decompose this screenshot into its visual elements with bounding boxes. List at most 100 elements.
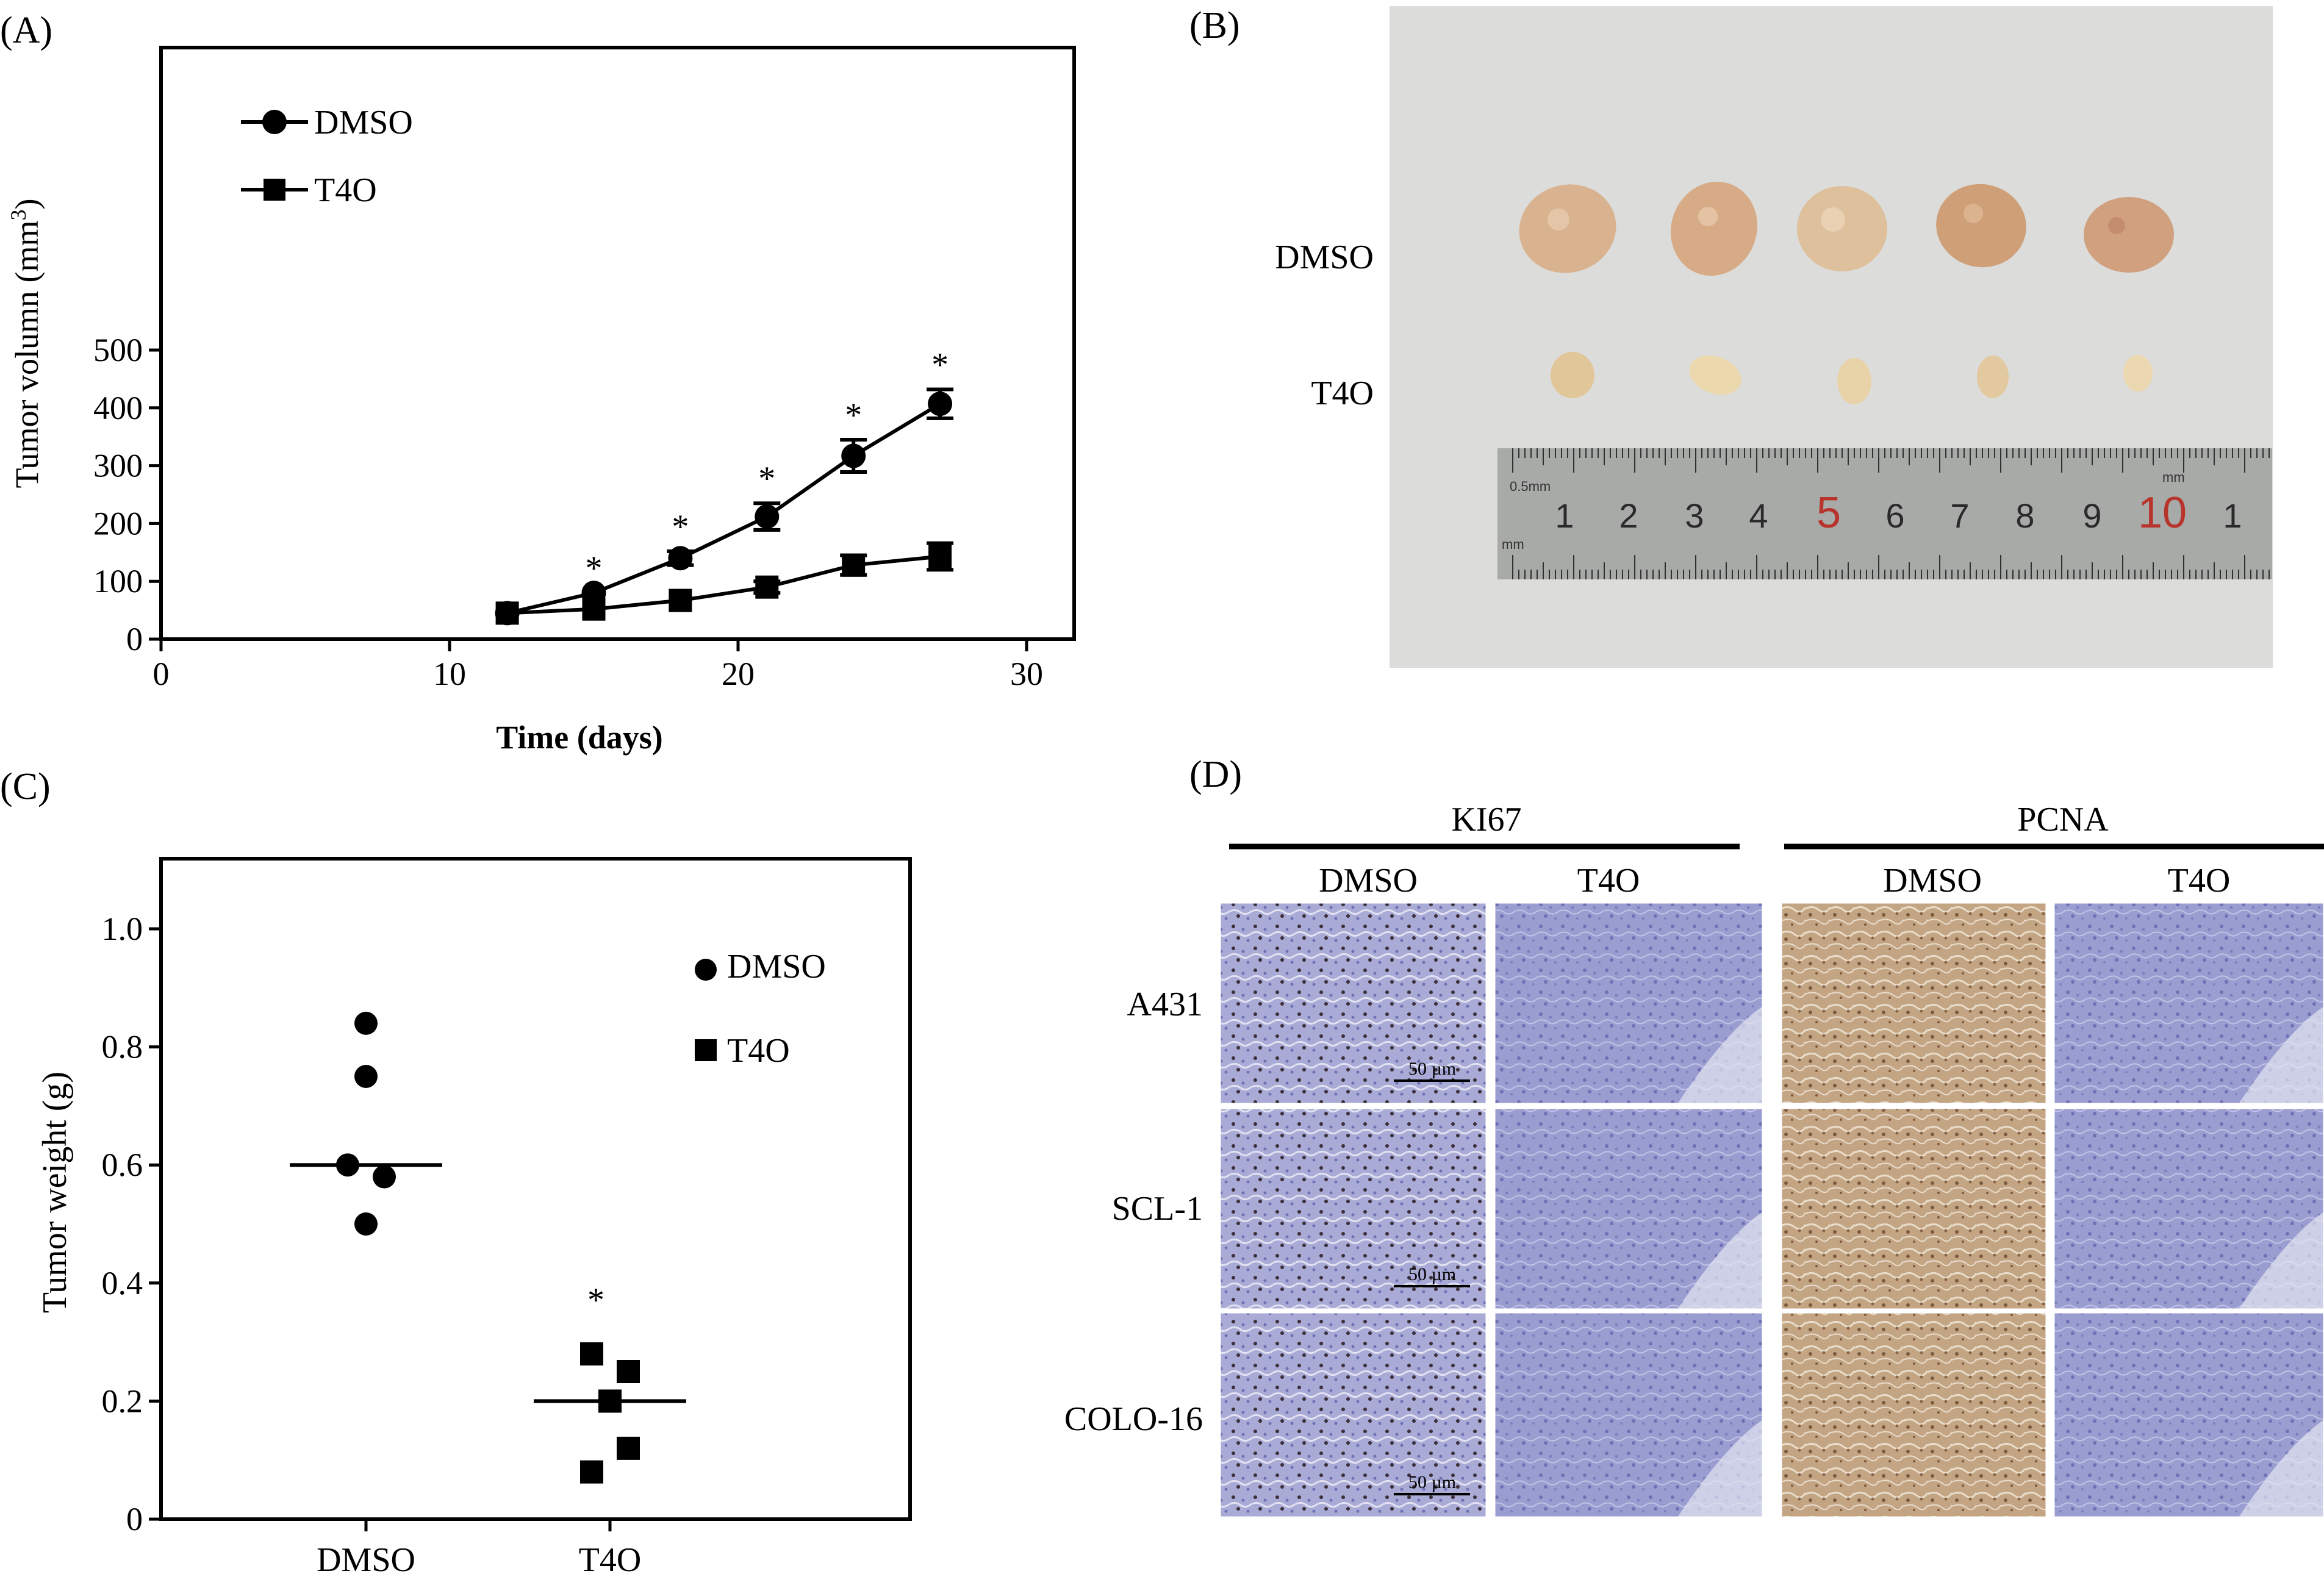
ihc-image-frame [2053,1311,2324,1519]
x-tick-label-a: 20 [722,656,755,692]
y-tick-label-a: 500 [93,332,143,368]
plot-frame-a [159,46,1076,641]
significance-star: * [931,346,949,384]
significance-star: * [758,460,775,498]
legend-dmso-circle-icon [262,110,287,134]
row-label-a431: A431 [1127,986,1203,1023]
ruler-number: 4 [1749,496,1768,535]
ruler-number: 2 [1619,496,1638,535]
tumor-dmso-4 [1936,184,2026,268]
ihc-image-grid: 50 µm 50 µm 50 µm [1219,901,2324,1519]
y-tick-label-a: 400 [93,390,143,426]
data-point-dmso [755,504,780,529]
column-label-pcna-dmso: DMSO [1883,862,1982,900]
photo-row-label-dmso: DMSO [1275,238,1374,276]
data-point-t4o [928,545,952,568]
y-tick-label-a: 200 [93,505,143,542]
significance-star: * [587,1281,604,1319]
ruler-number: 7 [1950,496,1969,535]
y-tick-label-c: 0.8 [102,1029,143,1065]
tumor-dmso-2 [1671,181,1757,276]
legend-a-dmso-label: DMSO [314,104,413,141]
legend-c: DMSO T4O [695,948,826,1070]
significance-star: * [586,549,603,587]
legend-a-t4o-label: T4O [314,171,377,209]
ruler-number: 5 [1817,489,1841,537]
weight-point-dmso [354,1011,378,1035]
ihc-image-frame [2053,901,2324,1105]
legend-t4o-square-icon [264,179,285,201]
data-point-t4o [582,597,606,621]
ruler-number: 9 [2082,496,2101,535]
photo-row-label-t4o: T4O [1311,374,1374,412]
panel-b-label: (B) [1189,5,1240,46]
series-line-dmso [506,402,941,615]
tumor-t4o-5 [2123,355,2153,392]
significance-star: * [672,508,689,546]
legend-c-dmso-circle-icon [695,959,717,981]
weight-point-dmso [354,1065,378,1088]
legend-c-dmso-label: DMSO [727,948,826,986]
ruler-number: 1 [1555,496,1574,535]
x-tick-label-c: DMSO [317,1541,415,1579]
y-axis-title-c: Tumor weight (g) [36,1072,74,1313]
data-point-t4o [495,601,519,625]
scale-bar-label: 50 µm [1408,1264,1456,1284]
ruler-unit-top: 0.5mm [1510,479,1551,494]
ihc-image-frame [2053,1107,2324,1311]
ihc-image-frame [1493,1311,1764,1519]
x-axis-title-a: Time (days) [496,719,663,756]
ihc-image-frame [1219,901,1488,1105]
tumor-photo: 0.5mm mm mm 1 2 3 4 5 6 7 8 9 10 1 [1390,6,2273,668]
ruler-number: 3 [1685,496,1704,535]
row-label-scl1: SCL-1 [1112,1190,1203,1228]
tumors-dmso [1519,181,2174,276]
ihc-image-2-2 [1781,1312,2046,1517]
ihc-image-0-2 [1781,903,2046,1104]
y-tick-label-c: 0.6 [102,1147,143,1183]
weight-point-t4o [617,1436,640,1460]
ihc-image-frame [1219,1311,1488,1519]
tumor-t4o-1 [1551,352,1594,398]
ruler-number: 8 [2015,496,2034,535]
ihc-image-frame [1493,1107,1764,1311]
row-label-colo16: COLO-16 [1064,1400,1203,1438]
panel-a-label: (A) [0,10,52,51]
scale-bar-label: 50 µm [1408,1059,1456,1079]
tumor-dmso-3 [1797,186,1887,271]
tumor-t4o-4 [1977,356,2009,398]
data-point-t4o [842,553,866,577]
ruler-number: 6 [1885,496,1904,535]
legend-c-t4o-square-icon [695,1039,717,1061]
weight-point-dmso [373,1165,396,1189]
weight-point-t4o [580,1460,603,1484]
ihc-image-1-0 [1220,1108,1487,1309]
ihc-image-frame [1780,901,2048,1105]
tumors-t4o [1551,352,2153,404]
ihc-image-frame [1493,901,1764,1105]
y-axis-title-a: Tumor volumn (mm3) [6,198,45,488]
y-tick-label-c: 0.4 [102,1265,143,1301]
tissue-gap [2239,1006,2324,1104]
column-label-ki67-dmso: DMSO [1319,862,1418,900]
column-label-pcna-t4o: T4O [2168,862,2231,900]
x-tick-label-a: 0 [153,656,170,692]
ihc-image-frame [1780,1311,2048,1519]
data-point-dmso [928,392,953,417]
y-tick-label-c: 0.2 [102,1383,143,1419]
legend-a: DMSO T4O [241,104,413,209]
ihc-image-1-2 [1781,1108,2046,1309]
group-label-ki67: KI67 [1451,801,1521,839]
tumor-dmso-1 [1519,184,1616,273]
tissue-gap [2239,1212,2324,1309]
y-tick-label-a: 100 [93,563,143,600]
weight-point-dmso [354,1212,378,1236]
plot-frame-c [159,857,912,1521]
ihc-image-0-0 [1220,903,1487,1104]
chart-c: 0 0.2 0.4 0.6 0.8 1.0 DMSO T4O * Tumor weight (… [36,857,912,1579]
ihc-image-frame [1780,1107,2048,1311]
y-tick-label-a: 0 [126,621,143,657]
ruler-number: 10 [2138,489,2187,537]
